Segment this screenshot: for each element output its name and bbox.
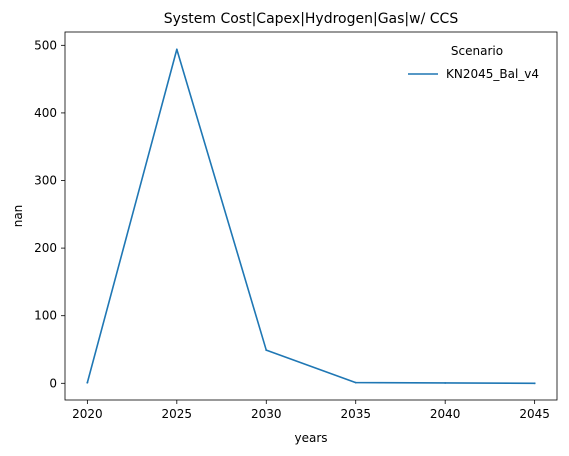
y-axis-label: nan (11, 205, 25, 228)
series-line-kn2045-bal-v4 (86, 48, 536, 385)
data-point-2040 (444, 382, 447, 384)
legend-item-kn2045-bal-v4: KN2045_Bal_v4 (446, 67, 539, 81)
y-tick-label-400: 400 (34, 106, 57, 120)
y-tick-label-200: 200 (34, 241, 57, 255)
x-tick-label-2035: 2035 (340, 407, 371, 421)
chart-title: System Cost|Capex|Hydrogen|Gas|w/ CCS (164, 11, 459, 27)
legend-title: Scenario (451, 44, 503, 58)
data-point-2020 (86, 381, 89, 384)
x-tick-label-2040: 2040 (430, 407, 461, 421)
y-tick-label-500: 500 (34, 38, 57, 52)
x-tick-label-2045: 2045 (519, 407, 550, 421)
data-point-2025 (175, 48, 178, 51)
x-tick-label-2030: 2030 (251, 407, 282, 421)
data-point-2030 (265, 349, 268, 352)
data-point-2045 (533, 382, 536, 385)
x-tick-label-2020: 2020 (72, 407, 103, 421)
data-point-2035 (354, 381, 357, 384)
y-tick-label-100: 100 (34, 309, 57, 323)
y-tick-label-0: 0 (49, 376, 57, 390)
x-tick-label-2025: 2025 (162, 407, 193, 421)
series-layer (86, 48, 536, 385)
x-ticks: 2020 2025 2030 2035 2040 2045 (72, 400, 550, 421)
x-axis-label: years (294, 431, 327, 445)
y-ticks: 0 100 200 300 400 500 (34, 38, 65, 390)
legend: Scenario KN2045_Bal_v4 (408, 44, 539, 81)
plot-frame (64, 31, 558, 401)
y-tick-label-300: 300 (34, 174, 57, 188)
